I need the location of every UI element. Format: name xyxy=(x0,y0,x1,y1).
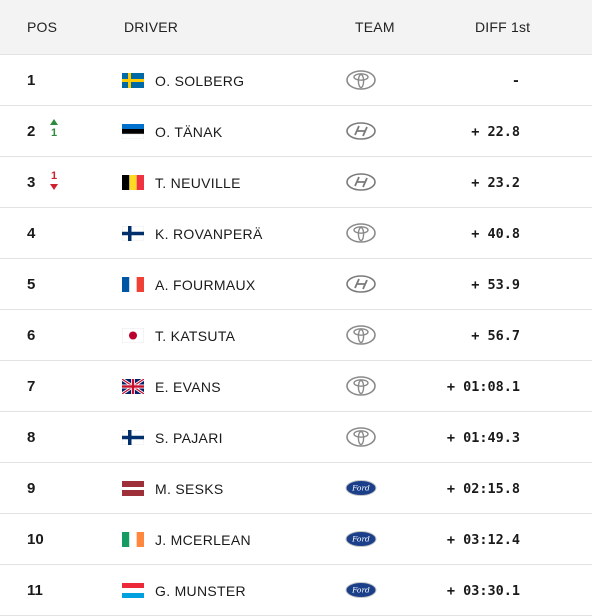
table-row[interactable]: 10 J. MCERLEAN + 03:12.4 xyxy=(0,514,592,565)
header-driver[interactable]: DRIVER xyxy=(124,19,179,35)
sweden-flag-icon xyxy=(122,73,144,88)
driver-name[interactable]: T. KATSUTA xyxy=(155,328,236,344)
position-change-up: 1 xyxy=(47,119,61,139)
position: 9 xyxy=(27,480,36,497)
header-team[interactable]: TEAM xyxy=(355,19,395,35)
diff-first: + 22.8 xyxy=(471,124,520,140)
luxembourg-flag-icon xyxy=(122,583,144,598)
position-change-down: 1 xyxy=(47,170,61,190)
diff-first: - xyxy=(511,73,520,89)
position-change-value: 1 xyxy=(50,170,58,182)
hyundai-logo-icon xyxy=(345,273,377,295)
toyota-logo-icon xyxy=(345,324,377,346)
diff-first: + 02:15.8 xyxy=(446,481,520,497)
position: 1 xyxy=(27,72,36,89)
driver-name[interactable]: K. ROVANPERÄ xyxy=(155,226,263,242)
header-pos[interactable]: POS xyxy=(27,19,58,35)
ford-logo-icon xyxy=(345,579,377,601)
position: 5 xyxy=(27,276,36,293)
toyota-logo-icon xyxy=(345,69,377,91)
position: 3 xyxy=(27,174,36,191)
japan-flag-icon xyxy=(122,328,144,343)
position: 10 xyxy=(27,531,44,548)
diff-first: + 01:49.3 xyxy=(446,430,520,446)
driver-name[interactable]: M. SESKS xyxy=(155,481,224,497)
arrow-down-icon xyxy=(50,184,58,190)
diff-first: + 03:30.1 xyxy=(446,583,520,599)
driver-name[interactable]: G. MUNSTER xyxy=(155,583,246,599)
ford-logo-icon xyxy=(345,477,377,499)
finland-flag-icon xyxy=(122,430,144,445)
driver-name[interactable]: J. MCERLEAN xyxy=(155,532,251,548)
diff-first: + 03:12.4 xyxy=(446,532,520,548)
france-flag-icon xyxy=(122,277,144,292)
toyota-logo-icon xyxy=(345,222,377,244)
diff-first: + 40.8 xyxy=(471,226,520,242)
diff-first: + 01:08.1 xyxy=(446,379,520,395)
hyundai-logo-icon xyxy=(345,120,377,142)
table-body: 1 O. SOLBERG - 2 1 O. TÄNAK + 22.8 3 1 T… xyxy=(0,55,592,616)
position: 2 xyxy=(27,123,36,140)
finland-flag-icon xyxy=(122,226,144,241)
driver-name[interactable]: O. SOLBERG xyxy=(155,73,245,89)
position: 6 xyxy=(27,327,36,344)
ford-logo-icon xyxy=(345,528,377,550)
ireland-flag-icon xyxy=(122,532,144,547)
table-row[interactable]: 4 K. ROVANPERÄ + 40.8 xyxy=(0,208,592,259)
table-row[interactable]: 2 1 O. TÄNAK + 22.8 xyxy=(0,106,592,157)
position: 4 xyxy=(27,225,36,242)
driver-name[interactable]: A. FOURMAUX xyxy=(155,277,256,293)
latvia-flag-icon xyxy=(122,481,144,496)
table-row[interactable]: 11 G. MUNSTER + 03:30.1 xyxy=(0,565,592,616)
hyundai-logo-icon xyxy=(345,171,377,193)
driver-name[interactable]: O. TÄNAK xyxy=(155,124,223,140)
table-row[interactable]: 5 A. FOURMAUX + 53.9 xyxy=(0,259,592,310)
position: 8 xyxy=(27,429,36,446)
table-row[interactable]: 6 T. KATSUTA + 56.7 xyxy=(0,310,592,361)
diff-first: + 53.9 xyxy=(471,277,520,293)
driver-name[interactable]: S. PAJARI xyxy=(155,430,223,446)
diff-first: + 56.7 xyxy=(471,328,520,344)
diff-first: + 23.2 xyxy=(471,175,520,191)
table-row[interactable]: 3 1 T. NEUVILLE + 23.2 xyxy=(0,157,592,208)
toyota-logo-icon xyxy=(345,375,377,397)
driver-name[interactable]: E. EVANS xyxy=(155,379,221,395)
table-row[interactable]: 9 M. SESKS + 02:15.8 xyxy=(0,463,592,514)
table-row[interactable]: 8 S. PAJARI + 01:49.3 xyxy=(0,412,592,463)
table-header: POS DRIVER TEAM DIFF 1st xyxy=(0,0,592,55)
driver-name[interactable]: T. NEUVILLE xyxy=(155,175,241,191)
uk-flag-icon xyxy=(122,379,144,394)
estonia-flag-icon xyxy=(122,124,144,139)
toyota-logo-icon xyxy=(345,426,377,448)
belgium-flag-icon xyxy=(122,175,144,190)
position: 7 xyxy=(27,378,36,395)
arrow-up-icon xyxy=(50,119,58,125)
header-diff[interactable]: DIFF 1st xyxy=(475,19,531,35)
table-row[interactable]: 7 E. EVANS + 01:08.1 xyxy=(0,361,592,412)
table-row[interactable]: 1 O. SOLBERG - xyxy=(0,55,592,106)
position: 11 xyxy=(27,582,43,599)
position-change-value: 1 xyxy=(50,127,58,139)
